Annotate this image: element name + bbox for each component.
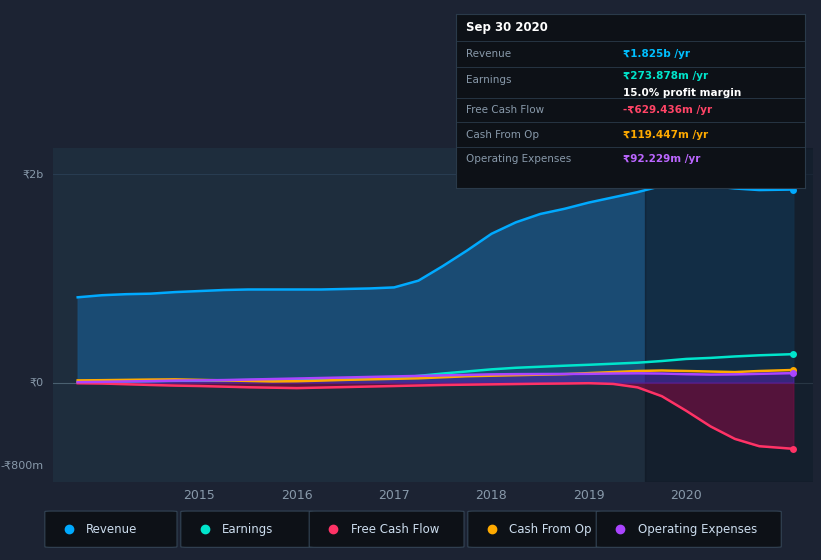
Text: -₹800m: -₹800m — [1, 461, 44, 471]
Bar — [645, 148, 821, 482]
Text: ₹273.878m /yr: ₹273.878m /yr — [623, 72, 709, 82]
Text: ₹2b: ₹2b — [22, 170, 44, 179]
Text: ₹119.447m /yr: ₹119.447m /yr — [623, 130, 709, 139]
FancyBboxPatch shape — [596, 511, 782, 547]
Text: Cash From Op: Cash From Op — [466, 130, 539, 139]
Text: Earnings: Earnings — [222, 522, 273, 536]
Text: Free Cash Flow: Free Cash Flow — [351, 522, 439, 536]
Text: ₹92.229m /yr: ₹92.229m /yr — [623, 154, 700, 164]
Text: Earnings: Earnings — [466, 75, 511, 85]
Text: Revenue: Revenue — [466, 49, 511, 59]
Text: Operating Expenses: Operating Expenses — [638, 522, 757, 536]
Text: 15.0% profit margin: 15.0% profit margin — [623, 88, 741, 98]
Text: -₹629.436m /yr: -₹629.436m /yr — [623, 105, 713, 115]
Text: Revenue: Revenue — [86, 522, 138, 536]
FancyBboxPatch shape — [468, 511, 600, 547]
FancyBboxPatch shape — [45, 511, 177, 547]
Text: ₹0: ₹0 — [30, 377, 44, 388]
Text: Operating Expenses: Operating Expenses — [466, 154, 571, 164]
FancyBboxPatch shape — [310, 511, 464, 547]
Text: ₹1.825b /yr: ₹1.825b /yr — [623, 49, 690, 59]
FancyBboxPatch shape — [181, 511, 313, 547]
Text: Cash From Op: Cash From Op — [509, 522, 592, 536]
Text: Sep 30 2020: Sep 30 2020 — [466, 21, 548, 34]
Text: Free Cash Flow: Free Cash Flow — [466, 105, 544, 115]
